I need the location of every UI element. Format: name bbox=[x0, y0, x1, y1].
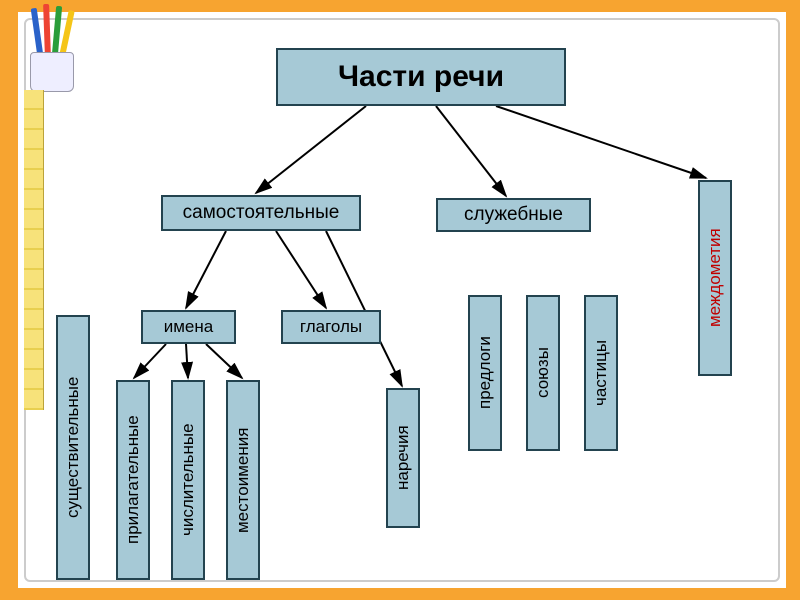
node-prepositions-label: предлоги bbox=[475, 337, 495, 410]
node-adverbs: наречия bbox=[386, 388, 420, 528]
node-pronouns-label: местоимения bbox=[233, 427, 253, 532]
node-conjunctions-label: союзы bbox=[533, 348, 553, 399]
node-numerals: числительные bbox=[171, 380, 205, 580]
node-prepositions: предлоги bbox=[468, 295, 502, 451]
node-particles: частицы bbox=[584, 295, 618, 451]
slide-inner: Части речи самостоятельные служебные меж… bbox=[24, 18, 780, 582]
node-service: служебные bbox=[436, 198, 591, 232]
node-root: Части речи bbox=[276, 48, 566, 106]
node-independent: самостоятельные bbox=[161, 195, 361, 231]
node-adverbs-label: наречия bbox=[393, 426, 413, 491]
node-independent-label: самостоятельные bbox=[183, 202, 340, 224]
node-numerals-label: числительные bbox=[178, 424, 198, 537]
node-names-label: имена bbox=[164, 317, 213, 337]
node-service-label: служебные bbox=[464, 204, 563, 226]
node-nouns-label: существительные bbox=[63, 377, 83, 518]
node-names: имена bbox=[141, 310, 236, 344]
node-verbs-label: глаголы bbox=[300, 317, 362, 337]
node-interjection-label: междометия bbox=[705, 229, 725, 328]
slide-frame: Части речи самостоятельные служебные меж… bbox=[0, 0, 800, 600]
node-particles-label: частицы bbox=[591, 340, 611, 406]
diagram-canvas: Части речи самостоятельные служебные меж… bbox=[26, 20, 778, 580]
node-conjunctions: союзы bbox=[526, 295, 560, 451]
node-adjectives: прилагательные bbox=[116, 380, 150, 580]
node-pronouns: местоимения bbox=[226, 380, 260, 580]
node-adjectives-label: прилагательные bbox=[123, 416, 143, 545]
node-nouns: существительные bbox=[56, 315, 90, 580]
node-verbs: глаголы bbox=[281, 310, 381, 344]
node-root-label: Части речи bbox=[338, 60, 504, 94]
node-interjection: междометия bbox=[698, 180, 732, 376]
